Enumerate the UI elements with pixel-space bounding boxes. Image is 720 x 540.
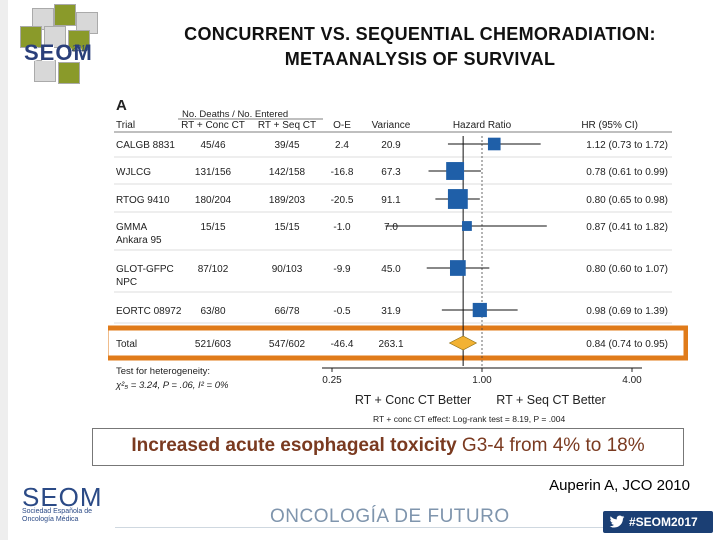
trial-name-line2: Ankara 95 bbox=[116, 235, 162, 246]
heterogeneity-title: Test for heterogeneity: bbox=[116, 366, 210, 377]
effect-test-note: RT + conc CT effect: Log-rank test = 8.1… bbox=[373, 414, 566, 424]
hashtag-text: #SEOM2017 bbox=[629, 515, 698, 529]
citation: Auperin A, JCO 2010 bbox=[549, 477, 690, 494]
slide-title-line1: CONCURRENT VS. SEQUENTIAL CHEMORADIATION… bbox=[184, 24, 656, 44]
axis-tick-label: 4.00 bbox=[622, 375, 642, 386]
seq-deaths: 90/103 bbox=[272, 264, 303, 275]
seq-deaths: 39/45 bbox=[274, 140, 299, 151]
o-minus-e: -9.9 bbox=[333, 264, 351, 275]
summary-diamond bbox=[448, 335, 478, 351]
o-minus-e: -1.0 bbox=[333, 222, 351, 233]
total-hr-ci-text: 0.84 (0.74 to 0.95) bbox=[586, 339, 668, 350]
oncologia-tagline: ONCOLOGÍA DE FUTURO bbox=[270, 506, 510, 527]
col-header-oe: O-E bbox=[333, 120, 351, 131]
col-header-seq: RT + Seq CT bbox=[258, 120, 316, 131]
total-row-highlight bbox=[108, 325, 688, 361]
variance-value: 91.1 bbox=[381, 195, 401, 206]
hr-marker bbox=[472, 302, 487, 318]
hr-marker bbox=[449, 260, 466, 276]
panel-label: A bbox=[116, 97, 127, 114]
variance-value: 45.0 bbox=[381, 264, 401, 275]
col-header-trial: Trial bbox=[116, 120, 135, 131]
axis-tick-label: 1.00 bbox=[472, 375, 492, 386]
trial-name-line2: NPC bbox=[116, 277, 137, 288]
hazard-ratio-plot bbox=[385, 136, 547, 366]
favors-conc-label: RT + Conc CT Better bbox=[355, 393, 471, 407]
trial-name: GMMA bbox=[116, 222, 147, 233]
hazard-ratio-axis: 0.25 1.00 4.00 bbox=[322, 367, 642, 386]
seq-deaths: 66/78 bbox=[274, 306, 299, 317]
col-header-conc: RT + Conc CT bbox=[181, 120, 245, 131]
trial-name: WJLCG bbox=[116, 167, 151, 178]
hr-ci-text: 0.98 (0.69 to 1.39) bbox=[586, 306, 668, 317]
twitter-icon bbox=[609, 515, 625, 528]
seom-footer-logo: SEOM bbox=[22, 482, 103, 512]
hr-marker bbox=[462, 221, 472, 231]
toxicity-note-rest: G3-4 from 4% to 18% bbox=[456, 435, 645, 456]
total-conc-deaths: 521/603 bbox=[195, 339, 232, 350]
axis-tick-label: 0.25 bbox=[322, 375, 342, 386]
seom-footer-subtitle: Sociedad Española de Oncología Médica bbox=[22, 508, 93, 523]
seq-deaths: 142/158 bbox=[269, 167, 306, 178]
left-edge-strip bbox=[0, 0, 8, 540]
deaths-entered-header: No. Deaths / No. Entered bbox=[182, 109, 288, 120]
variance-value: 20.9 bbox=[381, 140, 401, 151]
conc-deaths: 87/102 bbox=[198, 264, 229, 275]
variance-value: 7.0 bbox=[384, 222, 398, 233]
conc-deaths: 131/156 bbox=[195, 167, 232, 178]
heterogeneity-stats: χ²₅ = 3.24, P = .06, I² = 0% bbox=[115, 380, 229, 391]
hr-ci-text: 0.80 (0.65 to 0.98) bbox=[586, 195, 668, 206]
total-variance: 263.1 bbox=[378, 339, 403, 350]
slide-title-line2: METAANALYSIS OF SURVIVAL bbox=[284, 49, 556, 69]
total-seq-deaths: 547/602 bbox=[269, 339, 306, 350]
hr-ci-text: 1.12 (0.73 to 1.72) bbox=[586, 140, 668, 151]
col-header-hr-ci: HR (95% CI) bbox=[581, 120, 638, 131]
conc-deaths: 63/80 bbox=[200, 306, 225, 317]
total-o-minus-e: -46.4 bbox=[331, 339, 354, 350]
variance-value: 67.3 bbox=[381, 167, 401, 178]
seom-2017-logo: SEOM 2017 bbox=[14, 4, 106, 84]
variance-value: 31.9 bbox=[381, 306, 401, 317]
col-header-hazard-ratio: Hazard Ratio bbox=[453, 120, 512, 131]
toxicity-note: Increased acute esophageal toxicity G3-4… bbox=[93, 435, 683, 457]
conc-deaths: 15/15 bbox=[200, 222, 225, 233]
hashtag-badge[interactable]: #SEOM2017 bbox=[603, 511, 713, 533]
footer-divider bbox=[115, 527, 705, 528]
trial-rows: CALGB 8831 45/46 39/45 2.4 20.9 1.12 (0.73 to… bbox=[114, 140, 672, 350]
hr-marker bbox=[447, 189, 468, 209]
col-header-variance: Variance bbox=[372, 120, 411, 131]
toxicity-note-bold: Increased acute esophageal toxicity bbox=[131, 435, 457, 456]
logo-year: 2017 bbox=[72, 44, 90, 53]
trial-name: CALGB 8831 bbox=[116, 140, 175, 151]
favors-seq-label: RT + Seq CT Better bbox=[496, 393, 605, 407]
hr-ci-text: 0.80 (0.60 to 1.07) bbox=[586, 264, 668, 275]
logo-text: SEOM bbox=[24, 40, 93, 65]
toxicity-note-box: Increased acute esophageal toxicity G3-4… bbox=[92, 428, 684, 466]
o-minus-e: -16.8 bbox=[331, 167, 354, 178]
trial-name: GLOT-GFPC bbox=[116, 264, 174, 275]
hr-ci-text: 0.87 (0.41 to 1.82) bbox=[586, 222, 668, 233]
hr-marker bbox=[487, 137, 501, 151]
seq-deaths: 15/15 bbox=[274, 222, 299, 233]
forest-plot: A No. Deaths / No. Entered Trial RT + Co… bbox=[108, 97, 688, 424]
hr-ci-text: 0.78 (0.61 to 0.99) bbox=[586, 167, 668, 178]
trial-name: RTOG 9410 bbox=[116, 195, 170, 206]
total-label: Total bbox=[116, 339, 137, 350]
hr-marker bbox=[446, 162, 465, 180]
conc-deaths: 180/204 bbox=[195, 195, 232, 206]
o-minus-e: -0.5 bbox=[333, 306, 351, 317]
seq-deaths: 189/203 bbox=[269, 195, 306, 206]
conc-deaths: 45/46 bbox=[200, 140, 225, 151]
o-minus-e: 2.4 bbox=[335, 140, 349, 151]
o-minus-e: -20.5 bbox=[331, 195, 354, 206]
trial-name: EORTC 08972 bbox=[116, 306, 182, 317]
